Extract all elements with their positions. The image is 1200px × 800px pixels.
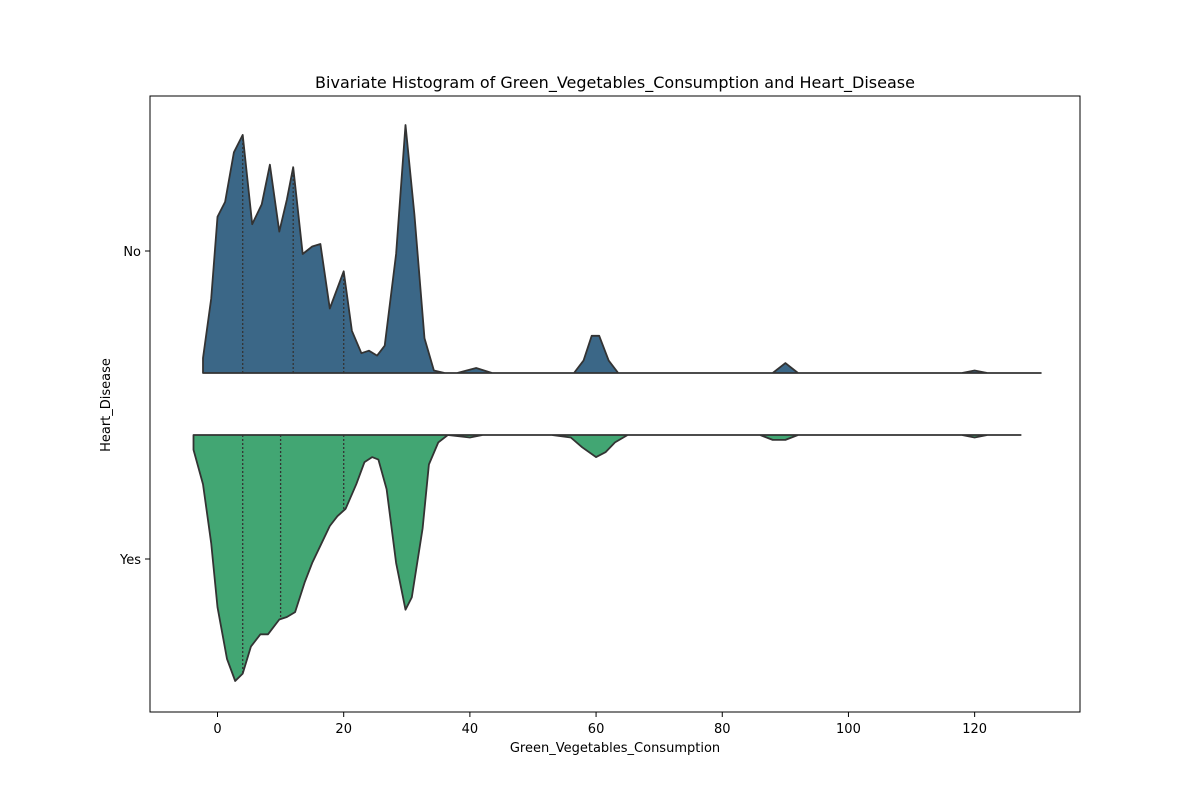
plot-marks <box>192 124 1042 682</box>
x-tick-label: 80 <box>714 722 731 737</box>
x-tick-label: 100 <box>836 722 861 737</box>
violin-yes <box>192 434 1022 682</box>
x-tick-label: 40 <box>462 722 479 737</box>
x-axis-ticks: 0 20 40 60 80 100 120 <box>213 712 987 737</box>
y-axis-ticks: No Yes <box>119 245 150 568</box>
y-tick-label: No <box>123 245 141 260</box>
x-tick-label: 0 <box>213 722 221 737</box>
plot-frame <box>149 95 1081 713</box>
chart-title: Bivariate Histogram of Green_Vegetables_… <box>315 73 915 93</box>
x-axis-title: Green_Vegetables_Consumption <box>510 741 720 756</box>
x-tick-label: 60 <box>588 722 605 737</box>
violin-no <box>202 124 1042 374</box>
x-tick-label: 20 <box>335 722 352 737</box>
y-tick-label: Yes <box>119 553 141 568</box>
x-tick-label: 120 <box>962 722 987 737</box>
y-axis-title: Heart_Disease <box>99 358 114 452</box>
